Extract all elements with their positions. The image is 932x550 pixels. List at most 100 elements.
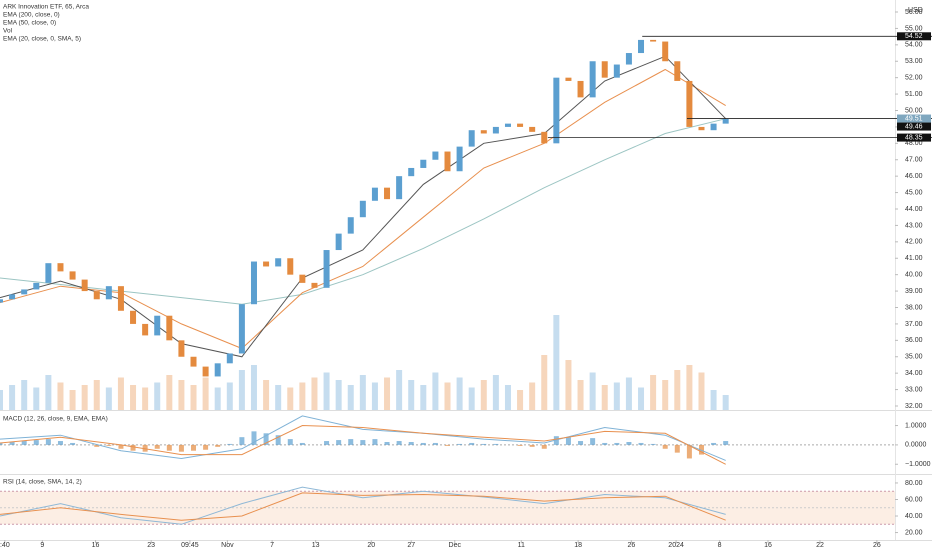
- y-tick-label: 46.00: [905, 173, 923, 180]
- indicator-line: [0, 415, 726, 461]
- volume-bar: [432, 372, 439, 410]
- histogram-bar: [239, 437, 245, 445]
- y-tick-label: 60.00: [905, 496, 923, 503]
- candle: [105, 286, 112, 300]
- y-tick-label: 50.00: [905, 107, 923, 114]
- volume-bar: [420, 385, 427, 410]
- y-tick-label: 40.00: [905, 513, 923, 520]
- candle: [480, 130, 487, 134]
- candle: [263, 261, 270, 267]
- candle: [9, 294, 16, 300]
- histogram-bar: [578, 441, 584, 445]
- histogram-bar: [541, 444, 547, 449]
- candle: [142, 323, 149, 336]
- y-tick-label: 38.00: [905, 304, 923, 311]
- x-tick-label: 26: [873, 542, 881, 549]
- volume-bar: [359, 375, 366, 410]
- indicator-line: [0, 486, 726, 525]
- candle: [130, 310, 137, 324]
- candle: [650, 39, 657, 42]
- y-tick-label: 34.00: [905, 370, 923, 377]
- candle: [33, 282, 40, 290]
- volume-bar: [178, 380, 185, 410]
- volume-bar: [504, 385, 511, 410]
- candle: [504, 123, 511, 127]
- candle: [287, 258, 294, 275]
- volume-bar: [396, 370, 403, 410]
- histogram-bar: [215, 444, 221, 447]
- histogram-bar: [493, 443, 499, 445]
- price-tag-label: 49.51: [905, 115, 923, 122]
- x-tick-label: 13: [312, 542, 320, 549]
- candle: [154, 315, 161, 336]
- histogram-bar: [674, 444, 680, 453]
- volume-bar: [238, 370, 245, 410]
- x-tick-label: 11: [518, 542, 525, 549]
- volume-bar: [130, 385, 137, 410]
- volume-bar: [492, 375, 499, 410]
- volume-bar: [517, 390, 524, 410]
- indicator-line: [0, 424, 726, 465]
- histogram-bar: [517, 444, 523, 446]
- price-tag: [897, 114, 931, 123]
- histogram-bar: [299, 442, 305, 445]
- indicator-line: [0, 492, 726, 521]
- histogram-bar: [57, 441, 63, 445]
- x-tick-label: 16: [764, 542, 772, 549]
- histogram-bar: [178, 444, 184, 452]
- y-tick-label: 52.00: [905, 75, 923, 82]
- histogram-bar: [384, 442, 390, 445]
- y-tick-label: 53.00: [905, 58, 923, 65]
- legend-entry: EMA (50, close, 0): [3, 20, 56, 27]
- y-tick-label: 45.00: [905, 189, 923, 196]
- volume-bar: [480, 380, 487, 410]
- histogram-bar: [445, 444, 450, 446]
- candle: [601, 61, 608, 78]
- volume-bar: [57, 382, 64, 410]
- price-tag: [897, 122, 931, 131]
- volume-bar: [565, 360, 572, 410]
- histogram-bar: [614, 442, 620, 445]
- candle: [432, 151, 439, 160]
- candle: [0, 299, 3, 303]
- histogram-bar: [481, 443, 487, 445]
- volume-bar: [226, 382, 233, 410]
- x-tick-label: 20: [367, 542, 375, 549]
- candle: [323, 250, 330, 288]
- volume-bar: [202, 377, 209, 410]
- histogram-bar: [45, 439, 51, 445]
- candle: [117, 286, 124, 311]
- volume-bar: [214, 387, 221, 410]
- volume-bar: [384, 377, 391, 410]
- histogram-bar: [711, 442, 717, 445]
- volume-bar: [117, 377, 124, 410]
- x-tick-label: Nov: [221, 542, 234, 549]
- candle: [492, 126, 499, 134]
- x-tick-label: 27: [407, 542, 415, 549]
- candle: [517, 123, 524, 127]
- legend-entry: Vol: [3, 28, 13, 35]
- histogram-bar: [324, 441, 330, 445]
- volume-bar: [577, 380, 584, 410]
- candle: [722, 118, 729, 124]
- volume-bar: [105, 387, 112, 410]
- y-tick-label: 44.00: [905, 206, 923, 213]
- histogram-bar: [70, 442, 76, 445]
- candle: [371, 187, 378, 201]
- candle: [359, 200, 366, 218]
- price-tag-label: 54.52: [905, 33, 923, 40]
- price-tag: [897, 133, 931, 142]
- x-tick-label: 7: [270, 542, 274, 549]
- candle: [226, 353, 233, 364]
- histogram-bar: [662, 444, 668, 449]
- volume-bar: [299, 382, 306, 410]
- volume-bar: [408, 380, 415, 410]
- x-tick-label: 18: [574, 542, 582, 549]
- candle: [238, 304, 245, 354]
- histogram-bar: [372, 439, 378, 445]
- candle: [81, 279, 88, 292]
- candle: [45, 263, 52, 283]
- candle: [468, 130, 475, 147]
- y-tick-label: 40.00: [905, 272, 923, 279]
- volume-bar: [323, 372, 330, 410]
